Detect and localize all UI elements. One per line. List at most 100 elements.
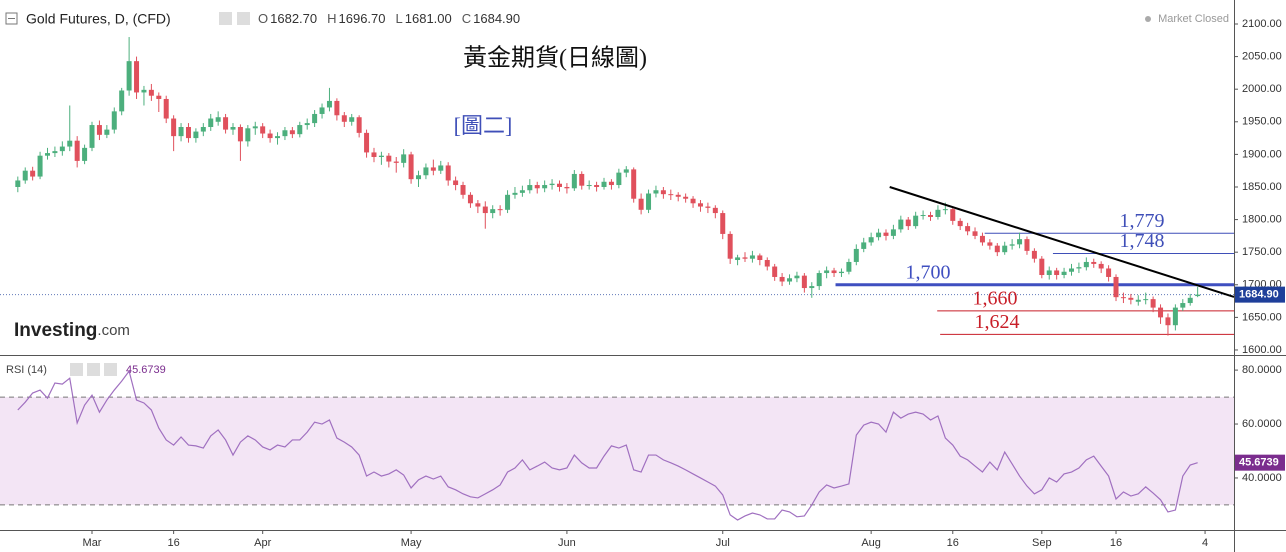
candle-body (556, 183, 562, 187)
candle-body (868, 237, 874, 243)
candle-body (467, 194, 473, 204)
level-label: 1,700 (906, 261, 951, 283)
candle-body (408, 154, 414, 180)
candle-body (965, 226, 971, 232)
candle-body (1180, 303, 1186, 308)
candle-body (126, 61, 132, 91)
candle-body (660, 190, 666, 195)
candle-body (1091, 261, 1097, 264)
candle-body (30, 170, 36, 177)
rsi-line (17, 369, 1198, 521)
candle-body (1113, 276, 1119, 298)
rsi-legend-value: 45.6739 (126, 364, 166, 376)
candle-body (326, 100, 332, 108)
candle-body (928, 215, 934, 217)
candle-body (668, 194, 674, 196)
candle-body (111, 111, 117, 130)
chart-title: 黃金期貨(日線圖) (463, 45, 647, 72)
candle-body (193, 131, 199, 139)
candle-body (163, 98, 169, 119)
logo-suffix: .com (97, 322, 130, 339)
candle-body (178, 127, 184, 137)
candle-body (15, 180, 21, 187)
eye-icon[interactable] (219, 12, 232, 25)
x-tick-label: Mar (83, 537, 102, 549)
candle-body (920, 215, 926, 217)
candle-body (1098, 263, 1104, 269)
candle-body (141, 89, 147, 93)
candle-body (1017, 239, 1023, 245)
last-price-label: 1684.90 (1239, 289, 1279, 301)
y-tick-label: 1900.00 (1242, 148, 1282, 160)
ohlc-key: H (327, 11, 336, 26)
candle-body (22, 170, 28, 181)
settings-icon[interactable] (237, 12, 250, 25)
y-tick-label: 1850.00 (1242, 181, 1282, 193)
y-tick-label: 1750.00 (1242, 246, 1282, 258)
symbol-title: Gold Futures, D, (CFD) (26, 11, 171, 27)
candle-body (735, 257, 741, 261)
candle-body (586, 185, 592, 187)
candle-body (44, 153, 50, 156)
candle-body (275, 136, 281, 139)
candle-body (519, 190, 525, 193)
candle-body (623, 169, 629, 173)
candle-body (549, 183, 555, 186)
candle-body (37, 155, 43, 177)
candle-body (638, 198, 644, 210)
candle-body (683, 196, 689, 199)
candle-body (512, 192, 518, 195)
candle-body (445, 165, 451, 181)
candle-body (1054, 270, 1060, 276)
candle-body (853, 248, 859, 262)
candle-body (1187, 297, 1193, 304)
candle-body (742, 257, 748, 259)
candle-body (497, 209, 503, 211)
candle-body (690, 198, 696, 204)
candle-body (67, 140, 73, 147)
candle-body (1106, 268, 1112, 277)
candle-body (950, 209, 956, 221)
candle-body (1158, 307, 1164, 318)
y-tick-label: 2050.00 (1242, 50, 1282, 62)
legend-icons (70, 12, 250, 376)
logo: Investing.com (14, 320, 130, 341)
candle-body (1128, 297, 1134, 300)
candle-body (475, 203, 481, 207)
candle-body (378, 155, 384, 157)
candle-body (185, 127, 191, 139)
ohlc-key: L (396, 11, 403, 26)
y-tick-label: 1600.00 (1242, 344, 1282, 356)
candle-body (490, 209, 496, 214)
candle-body (1076, 267, 1082, 269)
trendline (889, 186, 1235, 298)
status-dot (1145, 16, 1151, 22)
candle-body (52, 151, 58, 154)
candle-body (1068, 268, 1074, 272)
candle-body (334, 100, 340, 116)
candle-body (423, 167, 429, 176)
candle-body (1150, 299, 1156, 308)
candle-body (957, 220, 963, 227)
x-tick-label: 4 (1202, 537, 1208, 549)
candle-body (430, 167, 436, 171)
ohlc-legend: O 1682.70 H 1696.70 L 1681.00 C 1684.90 (258, 11, 520, 26)
candle-body (675, 194, 681, 197)
candle-body (846, 261, 852, 272)
candle-body (787, 278, 793, 282)
candle-body (134, 61, 140, 93)
candle-body (616, 172, 622, 186)
candle-body (601, 181, 607, 187)
candle-body (720, 213, 726, 234)
candle-body (1143, 299, 1149, 301)
eye-icon[interactable] (70, 363, 83, 376)
ohlc-value: 1682.70 (270, 11, 317, 26)
x-tick-label: 16 (168, 537, 180, 549)
candle-body (838, 271, 844, 274)
candle-body (349, 117, 355, 122)
candle-body (705, 206, 711, 208)
close-icon[interactable] (104, 363, 117, 376)
settings-icon[interactable] (87, 363, 100, 376)
collapse-icon[interactable] (5, 12, 18, 25)
candle-body (898, 219, 904, 230)
